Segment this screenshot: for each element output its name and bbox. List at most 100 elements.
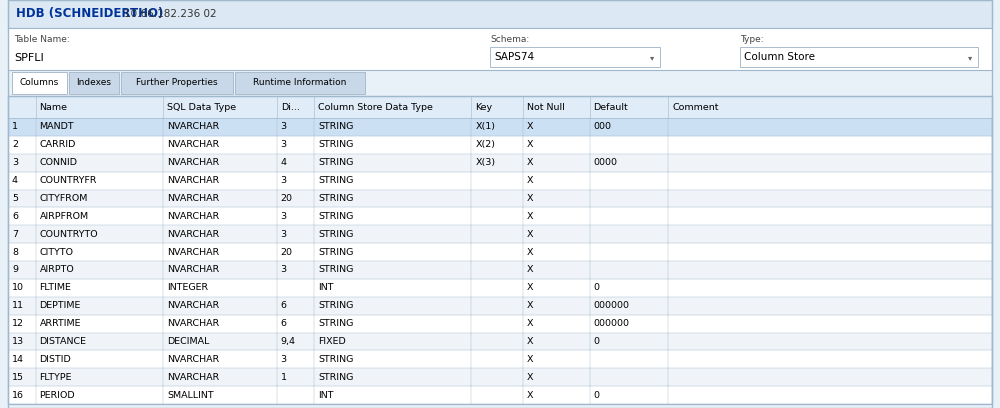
Text: ▾: ▾	[968, 53, 972, 62]
Text: DISTID: DISTID	[40, 355, 71, 364]
Text: INTEGER: INTEGER	[167, 283, 209, 292]
Bar	[8, 136, 992, 154]
Text: STRING: STRING	[318, 194, 353, 203]
Text: Default: Default	[594, 102, 628, 111]
Text: X(2): X(2)	[475, 140, 495, 149]
Text: X: X	[527, 122, 533, 131]
Text: 3: 3	[281, 212, 287, 221]
Text: INT: INT	[318, 283, 334, 292]
Text: Key: Key	[475, 102, 493, 111]
Bar	[12, 72, 67, 94]
Bar	[8, 70, 992, 96]
Bar	[8, 261, 992, 279]
Text: 9: 9	[12, 266, 18, 275]
Bar	[8, 315, 992, 333]
Text: DEPTIME: DEPTIME	[40, 301, 81, 310]
Text: 5: 5	[12, 194, 18, 203]
Bar	[8, 279, 992, 297]
Text: Column Store Data Type: Column Store Data Type	[318, 102, 433, 111]
Text: INT: INT	[318, 390, 334, 399]
Bar	[8, 333, 992, 350]
Text: 15: 15	[12, 373, 24, 382]
Text: ARRTIME: ARRTIME	[40, 319, 81, 328]
Text: 3: 3	[281, 122, 287, 131]
Text: Type:: Type:	[740, 35, 764, 44]
Text: SQL Data Type: SQL Data Type	[167, 102, 237, 111]
Text: Further Properties: Further Properties	[136, 78, 218, 87]
Text: PERIOD: PERIOD	[40, 390, 75, 399]
Text: FLTYPE: FLTYPE	[40, 373, 72, 382]
Text: 13: 13	[12, 337, 24, 346]
Text: CITYFROM: CITYFROM	[40, 194, 88, 203]
Bar	[8, 243, 992, 261]
Text: 20: 20	[281, 248, 293, 257]
Text: 3: 3	[281, 266, 287, 275]
Bar	[8, 118, 992, 136]
Text: Runtime Information: Runtime Information	[253, 78, 347, 87]
Bar	[121, 72, 233, 94]
Text: DECIMAL: DECIMAL	[167, 337, 210, 346]
Text: X: X	[527, 390, 533, 399]
Text: 6: 6	[12, 212, 18, 221]
Text: 0: 0	[594, 283, 600, 292]
Bar	[8, 154, 992, 172]
Text: 0: 0	[594, 337, 600, 346]
Bar	[235, 72, 365, 94]
Text: X: X	[527, 194, 533, 203]
Bar	[490, 47, 660, 67]
Text: 14: 14	[12, 355, 24, 364]
Text: Name: Name	[40, 102, 68, 111]
Text: NVARCHAR: NVARCHAR	[167, 122, 220, 131]
Text: 000: 000	[594, 122, 612, 131]
Text: 11: 11	[12, 301, 24, 310]
Bar	[8, 28, 992, 70]
Text: NVARCHAR: NVARCHAR	[167, 176, 220, 185]
Text: 6: 6	[281, 301, 287, 310]
Text: FLTIME: FLTIME	[40, 283, 71, 292]
Text: 16: 16	[12, 390, 24, 399]
Text: STRING: STRING	[318, 266, 353, 275]
Text: X(3): X(3)	[475, 158, 496, 167]
Text: CITYTO: CITYTO	[40, 248, 74, 257]
Bar	[8, 386, 992, 404]
Text: X: X	[527, 355, 533, 364]
Bar	[740, 47, 978, 67]
Text: 000000: 000000	[594, 301, 630, 310]
Text: COUNTRYTO: COUNTRYTO	[40, 230, 98, 239]
Text: 9,4: 9,4	[281, 337, 296, 346]
Text: X: X	[527, 373, 533, 382]
Text: NVARCHAR: NVARCHAR	[167, 194, 220, 203]
Text: AIRPFROM: AIRPFROM	[40, 212, 89, 221]
Text: 0000: 0000	[594, 158, 618, 167]
Text: NVARCHAR: NVARCHAR	[167, 158, 220, 167]
Text: STRING: STRING	[318, 319, 353, 328]
Text: X: X	[527, 140, 533, 149]
Text: STRING: STRING	[318, 248, 353, 257]
Text: SAPS74: SAPS74	[494, 52, 534, 62]
Text: 10: 10	[12, 283, 24, 292]
Bar	[69, 72, 119, 94]
Text: Comment: Comment	[672, 102, 719, 111]
Text: Columns: Columns	[20, 78, 59, 87]
Bar	[8, 297, 992, 315]
Text: 3: 3	[281, 230, 287, 239]
Text: SPFLI: SPFLI	[14, 53, 44, 63]
Text: Not Null: Not Null	[527, 102, 564, 111]
Text: NVARCHAR: NVARCHAR	[167, 266, 220, 275]
Text: 4: 4	[12, 176, 18, 185]
Text: ▾: ▾	[650, 53, 654, 62]
Text: FIXED: FIXED	[318, 337, 346, 346]
Bar	[8, 0, 992, 28]
Text: Column Store: Column Store	[744, 52, 815, 62]
Text: X: X	[527, 212, 533, 221]
Text: HDB (SCHNEIDERTHO): HDB (SCHNEIDERTHO)	[16, 7, 163, 20]
Text: NVARCHAR: NVARCHAR	[167, 248, 220, 257]
Text: 7: 7	[12, 230, 18, 239]
Text: 12: 12	[12, 319, 24, 328]
Text: CARRID: CARRID	[40, 140, 76, 149]
Text: X: X	[527, 266, 533, 275]
Text: 3: 3	[281, 140, 287, 149]
Bar	[8, 225, 992, 243]
Text: Indexes: Indexes	[76, 78, 112, 87]
Text: X: X	[527, 319, 533, 328]
